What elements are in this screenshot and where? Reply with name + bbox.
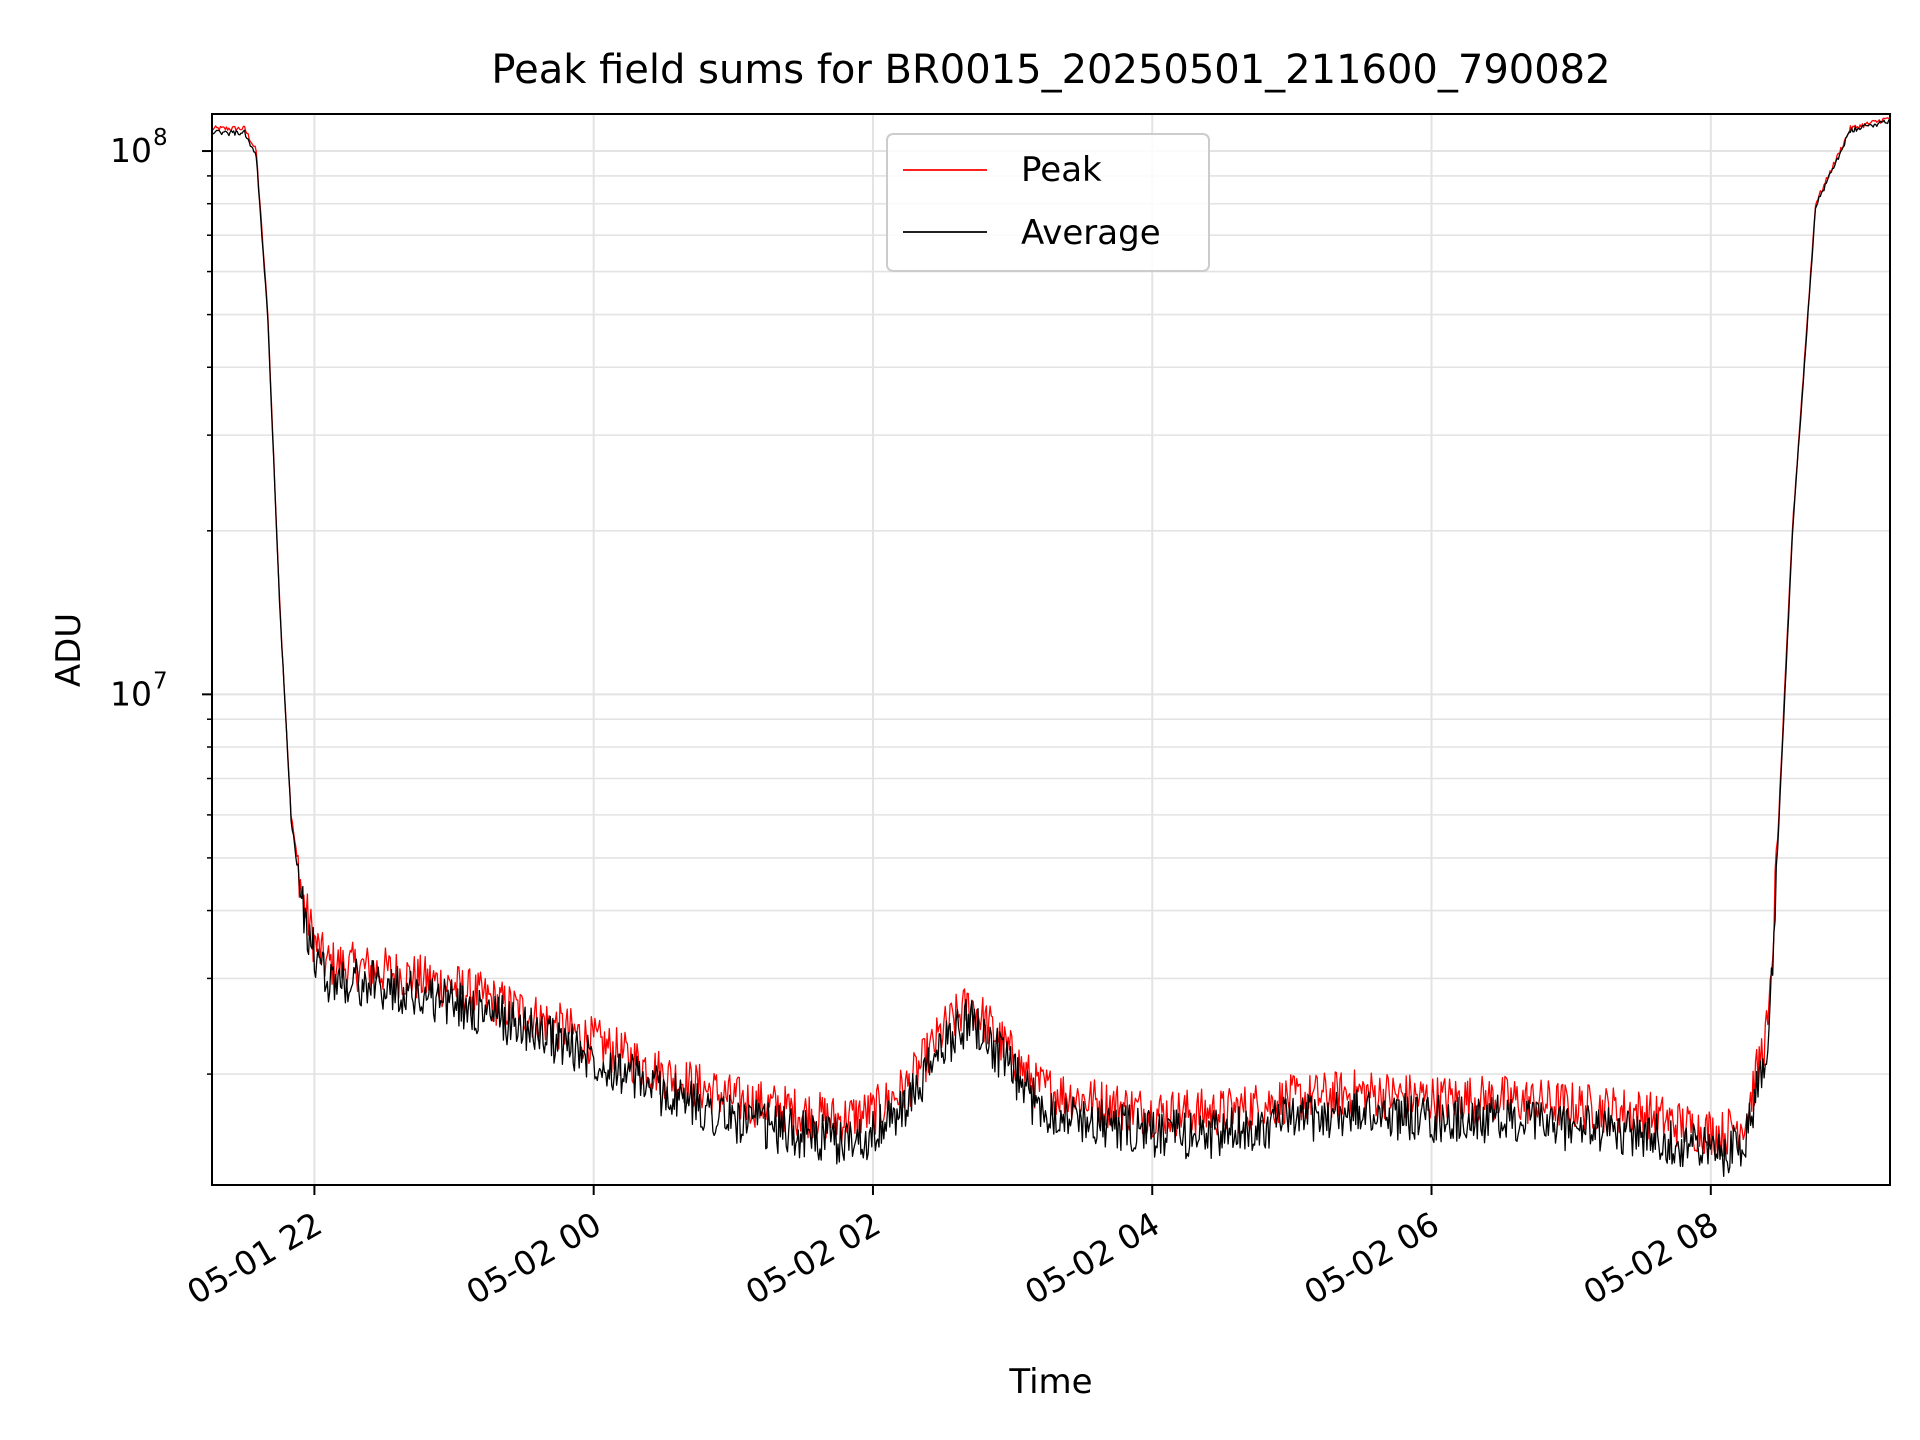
chart-title: Peak field sums for BR0015_20250501_2116… bbox=[491, 47, 1610, 93]
legend-box bbox=[886, 133, 1210, 272]
y-axis-label: ADU bbox=[49, 613, 89, 687]
x-axis-label: Time bbox=[1008, 1362, 1092, 1402]
y-tick-label: 10 bbox=[110, 674, 152, 713]
y-tick-exponent: 8 bbox=[153, 125, 168, 151]
legend: Peak Average bbox=[886, 133, 1210, 272]
legend-label-peak: Peak bbox=[1021, 150, 1102, 190]
legend-label-average: Average bbox=[1021, 213, 1161, 253]
plot-series bbox=[212, 117, 1890, 1177]
y-tick-label: 10 bbox=[110, 131, 152, 170]
y-tick-exponent: 7 bbox=[153, 668, 168, 694]
series-line-average bbox=[212, 119, 1890, 1177]
plot-frame bbox=[211, 113, 1891, 1186]
